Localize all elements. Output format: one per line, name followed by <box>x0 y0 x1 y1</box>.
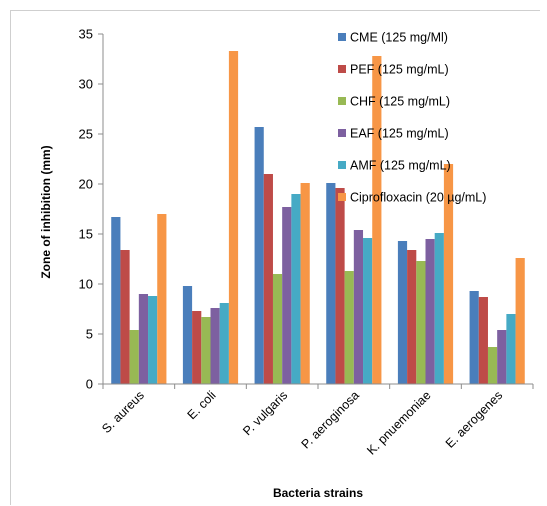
bar <box>497 330 507 384</box>
y-tick-label: 30 <box>79 77 93 92</box>
bar <box>335 188 345 384</box>
bar <box>363 238 373 384</box>
legend-swatch <box>338 193 346 201</box>
bar <box>138 294 149 384</box>
bar <box>344 271 354 384</box>
y-tick-label: 35 <box>79 27 93 42</box>
bar <box>416 261 426 384</box>
bars <box>111 51 525 384</box>
bar <box>515 258 525 384</box>
bar <box>407 250 417 384</box>
bar <box>210 308 220 384</box>
chart-frame <box>10 10 540 505</box>
bar <box>469 291 479 384</box>
bar <box>372 56 382 384</box>
legend-label: AMF (125 mg/mL) <box>350 159 451 173</box>
legend-label: CME (125 mg/Ml) <box>350 31 448 45</box>
bar <box>228 51 239 384</box>
bar <box>263 174 273 384</box>
bar <box>148 296 158 384</box>
bar <box>272 274 283 384</box>
bar <box>254 127 264 384</box>
legend-swatch <box>338 97 346 105</box>
legend-label: PEF (125 mg/mL) <box>350 63 449 77</box>
bar <box>478 297 488 384</box>
bar <box>487 347 498 384</box>
bar <box>326 183 336 384</box>
y-tick-label: 0 <box>86 377 93 392</box>
bar <box>182 286 193 384</box>
y-tick-label: 15 <box>79 227 93 242</box>
category-label: P. vulgaris <box>240 388 290 438</box>
bar <box>120 250 130 384</box>
bar <box>282 207 292 384</box>
legend-swatch <box>338 65 346 73</box>
y-axis-ticks: 0 5 10 15 20 25 30 35 <box>79 27 103 392</box>
y-axis-title: Zone of inhibition (mm) <box>39 145 53 278</box>
bar <box>111 217 121 384</box>
bar <box>157 214 167 384</box>
bar <box>300 183 310 384</box>
bar <box>353 230 364 384</box>
legend: CME (125 mg/Ml) PEF (125 mg/mL) CHF (125 m… <box>338 31 486 205</box>
bar <box>201 317 211 384</box>
y-tick-label: 5 <box>86 327 93 342</box>
x-axis-title: Bacteria strains <box>273 486 363 500</box>
bar <box>397 241 408 384</box>
y-tick-label: 25 <box>79 127 93 142</box>
category-label: P. aeroginosa <box>299 388 362 451</box>
legend-label: Ciprofloxacin (20 µg/mL) <box>350 191 486 205</box>
category-label: K. pnuemoniae <box>364 388 433 457</box>
category-labels: S. aureus E. coli P. vulgaris P. aeroginosa… <box>99 388 505 457</box>
category-label: E. coli <box>185 388 219 422</box>
y-tick-label: 20 <box>79 177 93 192</box>
category-label: S. aureus <box>99 388 147 436</box>
legend-label: EAF (125 mg/mL) <box>350 127 449 141</box>
legend-label: CHF (125 mg/mL) <box>350 95 450 109</box>
bar <box>129 330 139 384</box>
legend-swatch <box>338 161 346 169</box>
bar <box>506 314 516 384</box>
bar <box>434 233 444 384</box>
bar <box>425 239 435 384</box>
bar <box>443 164 454 384</box>
legend-swatch <box>338 33 346 41</box>
bar <box>192 311 202 384</box>
bar <box>219 303 229 384</box>
x-axis-ticks <box>102 384 534 389</box>
category-label: E. aerogenes <box>443 388 505 450</box>
legend-swatch <box>338 129 346 137</box>
bar <box>291 194 301 384</box>
y-tick-label: 10 <box>79 277 93 292</box>
